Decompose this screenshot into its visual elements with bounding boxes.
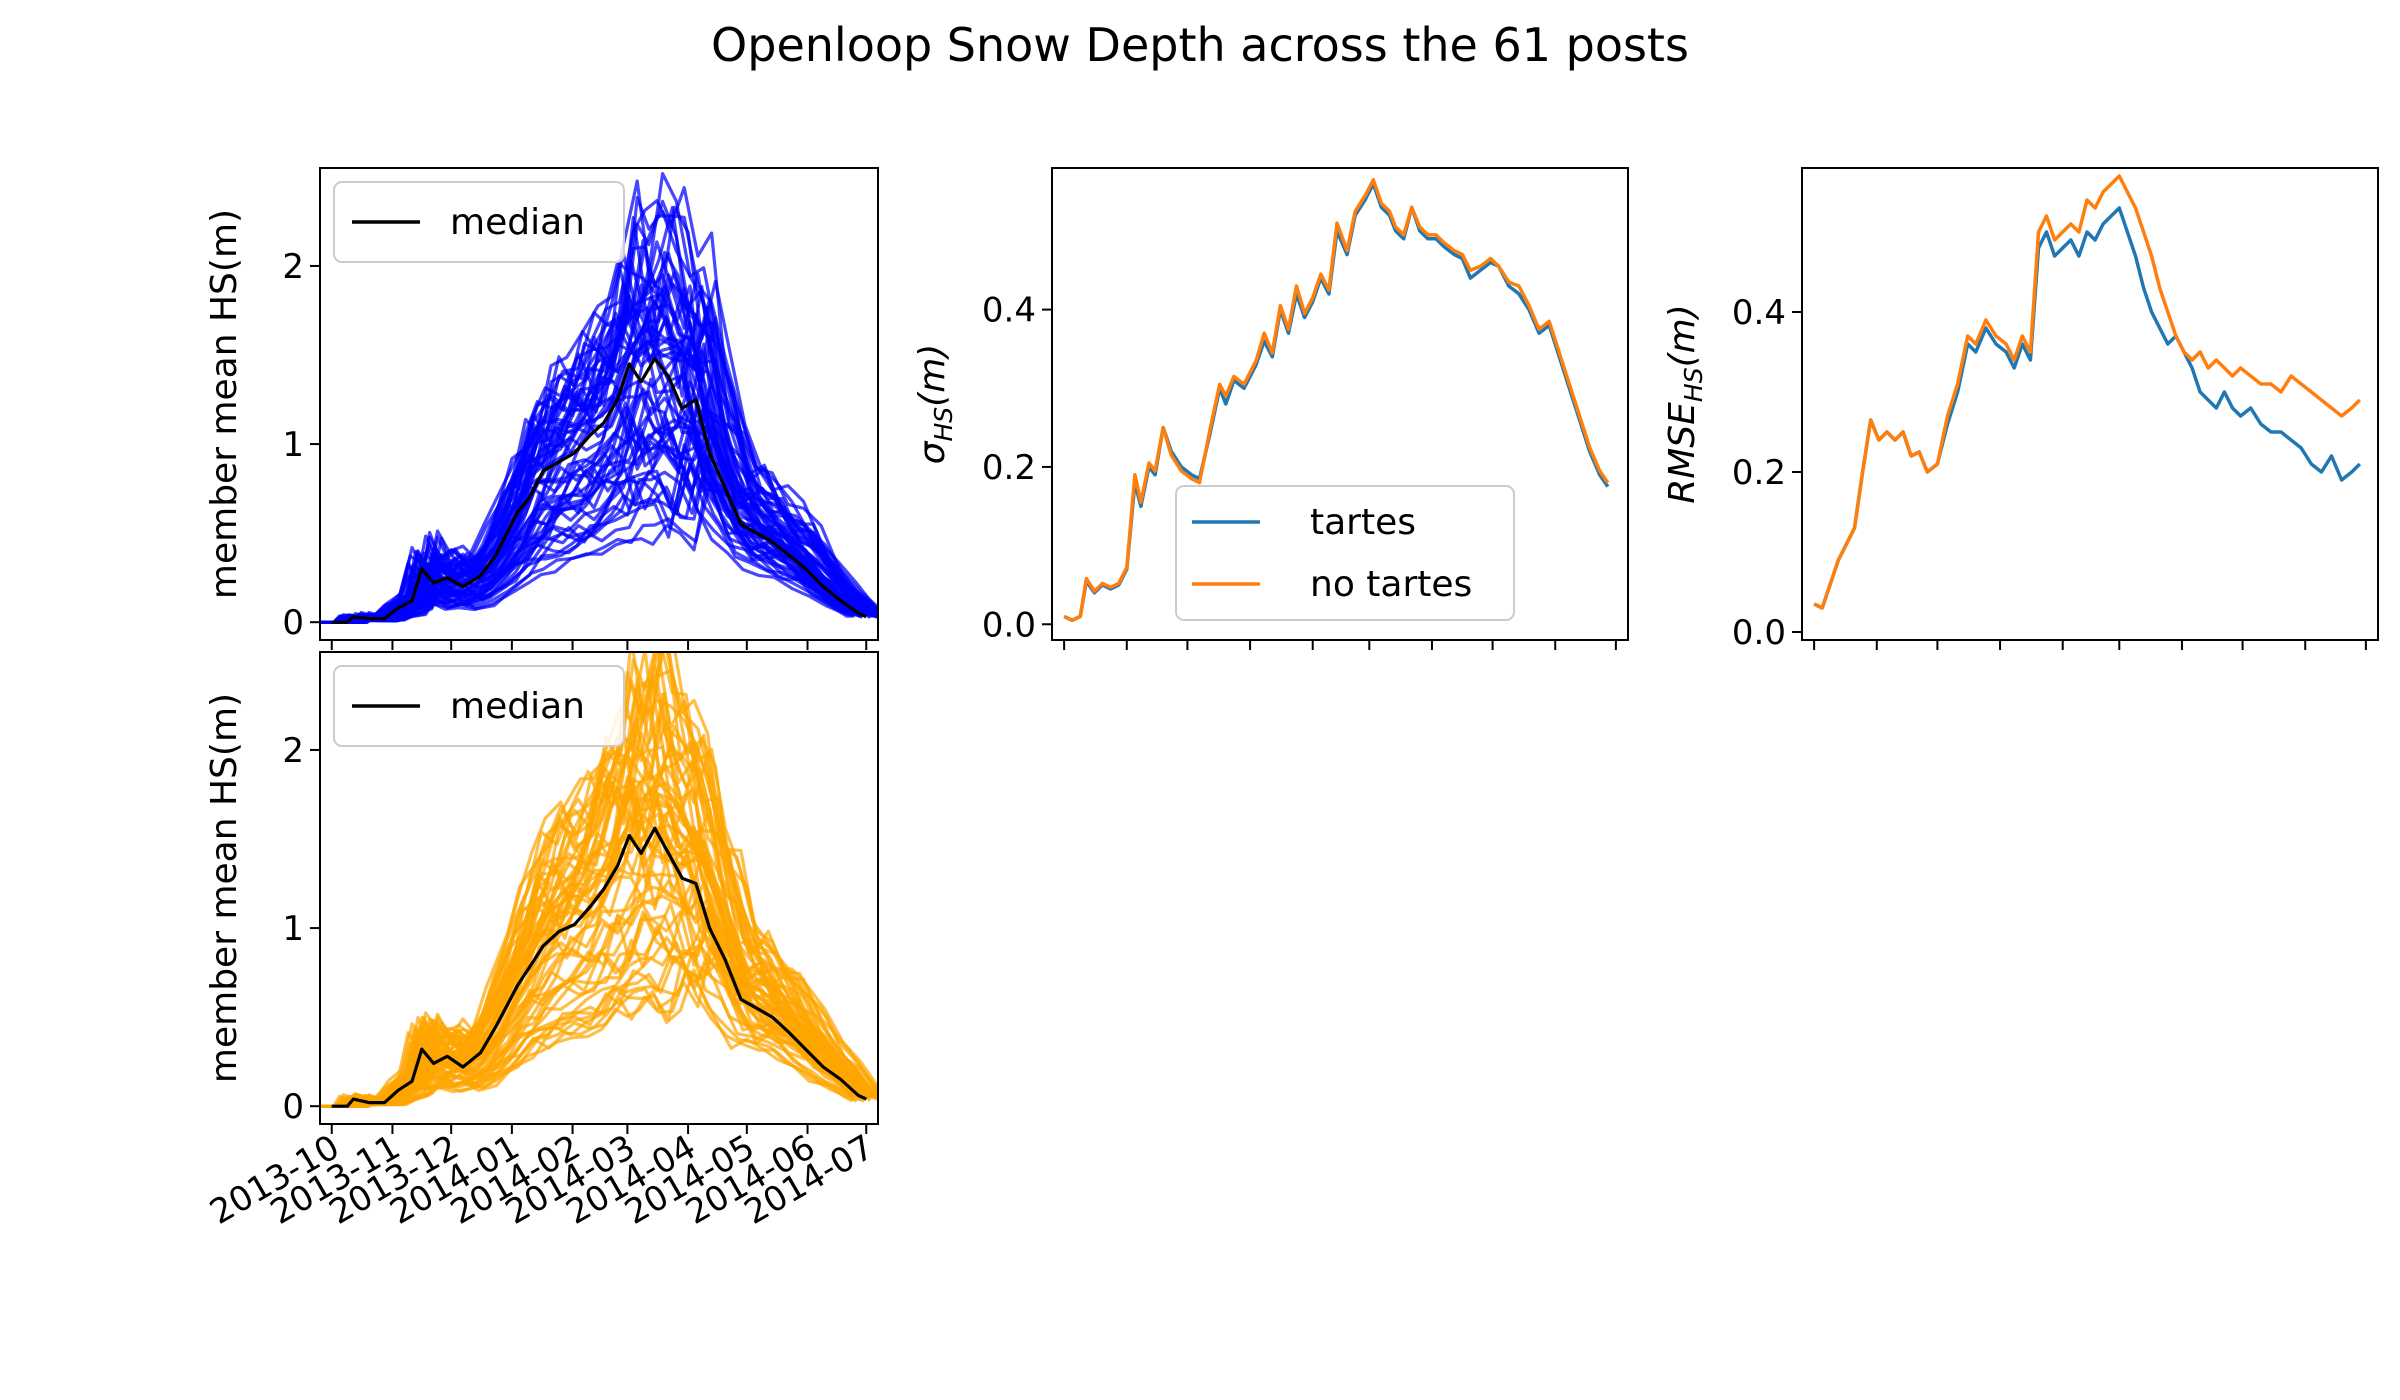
series-line-no-tartes bbox=[1813, 174, 2362, 610]
member-line bbox=[329, 788, 865, 1108]
member-line bbox=[322, 244, 858, 624]
y-tick-label: 0.2 bbox=[1732, 453, 1786, 493]
y-tick-label: 0.0 bbox=[1732, 613, 1786, 653]
y-axis-label: σHS(m) bbox=[912, 344, 958, 465]
legend-label: no tartes bbox=[1310, 564, 1472, 605]
legend: median bbox=[333, 665, 625, 747]
y-axis-label-main: RMSE bbox=[1662, 402, 1703, 504]
y-axis-label-main: σ bbox=[912, 440, 953, 464]
y-axis-label-sub: HS bbox=[929, 407, 958, 442]
no_tartes_ensemble-frame bbox=[319, 651, 879, 1125]
y-tick-label: 0 bbox=[282, 603, 304, 643]
spread-frame bbox=[1051, 167, 1629, 641]
y-axis-label-sub: HS bbox=[1679, 367, 1708, 402]
y-tick-label: 2 bbox=[282, 731, 304, 771]
member-line bbox=[320, 473, 853, 624]
y-axis-label: member mean HS(m) bbox=[204, 693, 245, 1083]
legend-label: tartes bbox=[1310, 502, 1416, 543]
panel-tartes_ensemble: 0 1 2 member mean HS(m) median bbox=[204, 167, 879, 650]
y-tick-label: 0.2 bbox=[982, 448, 1036, 488]
tartes_ensemble-frame bbox=[319, 167, 879, 641]
member-line bbox=[335, 926, 872, 1108]
panel-rmse: 0.0 0.2 0.4 RMSEHS(m) bbox=[1662, 167, 2379, 653]
member-lines bbox=[320, 172, 878, 624]
y-tick-label: 1 bbox=[282, 425, 304, 465]
panel-spread: 0.0 0.2 0.4 σHS(m) tartes no tartes bbox=[912, 167, 1629, 650]
legend-label: median bbox=[450, 202, 585, 243]
y-tick-label: 2 bbox=[282, 247, 304, 287]
y-axis-label-suffix: (m) bbox=[912, 344, 953, 407]
y-axis-label: member mean HS(m) bbox=[204, 209, 245, 599]
y-axis-label-suffix: (m) bbox=[1662, 304, 1703, 367]
y-axis-label: RMSEHS(m) bbox=[1662, 304, 1708, 504]
member-line bbox=[325, 771, 862, 1108]
median-line bbox=[331, 826, 867, 1108]
legend-box bbox=[1175, 485, 1515, 621]
member-line bbox=[343, 417, 878, 624]
legend: median bbox=[333, 181, 625, 263]
series-line-no-tartes bbox=[1063, 178, 1610, 623]
median-line bbox=[331, 357, 867, 624]
legend-label: median bbox=[450, 686, 585, 727]
legend-box bbox=[333, 665, 625, 747]
member-line bbox=[343, 454, 878, 624]
rmse-frame bbox=[1801, 167, 2379, 641]
y-tick-label: 0.4 bbox=[1732, 293, 1786, 333]
member-lines bbox=[320, 652, 878, 1108]
member-line bbox=[329, 670, 866, 1108]
series-line-tartes bbox=[1813, 206, 2362, 610]
member-line bbox=[347, 652, 878, 1108]
y-tick-label: 0.0 bbox=[982, 605, 1036, 645]
legend: tartes no tartes bbox=[1175, 485, 1515, 621]
panel-no_tartes_ensemble: 0122013-102013-112013-122014-012014-0220… bbox=[203, 651, 881, 1233]
figure-title: Openloop Snow Depth across the 61 posts bbox=[711, 18, 1689, 72]
member-line bbox=[343, 333, 878, 624]
y-tick-label: 0 bbox=[282, 1087, 304, 1127]
y-tick-label: 1 bbox=[282, 909, 304, 949]
legend-box bbox=[333, 181, 625, 263]
member-line bbox=[347, 942, 878, 1108]
y-tick-label: 0.4 bbox=[982, 291, 1036, 331]
